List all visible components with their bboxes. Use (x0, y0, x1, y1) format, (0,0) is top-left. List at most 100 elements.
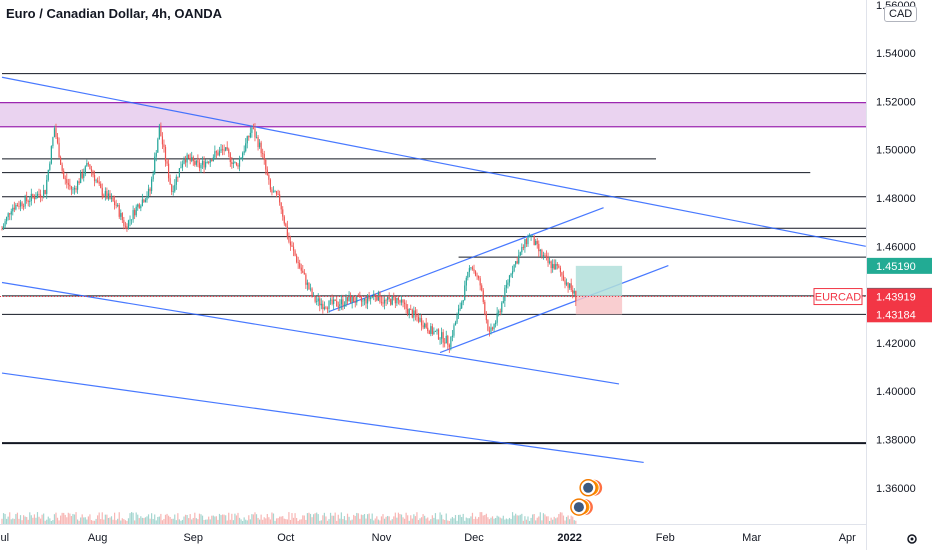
candle-body (9, 213, 11, 215)
economic-event-icon[interactable] (579, 479, 603, 497)
trendline[interactable] (439, 265, 669, 354)
price-tag[interactable]: 1.45190 (867, 257, 932, 274)
candle-body (294, 250, 296, 256)
candle-body (434, 331, 437, 332)
volume-bar (81, 514, 83, 524)
volume-bar (55, 512, 57, 524)
volume-bar (532, 514, 534, 524)
volume-bar (97, 515, 99, 524)
candle-body (536, 240, 538, 244)
trendline[interactable] (1, 281, 620, 385)
volume-bar (191, 519, 193, 524)
position-profit-zone[interactable] (575, 265, 623, 296)
volume-bar (485, 513, 487, 524)
volume-bar (454, 514, 457, 524)
candle-body (501, 302, 503, 313)
volume-bar (272, 513, 275, 524)
position-stop-zone[interactable] (575, 295, 623, 315)
settings-gear-icon[interactable] (905, 532, 919, 546)
candle-body (570, 283, 572, 290)
volume-bar (387, 515, 389, 524)
candle-body (366, 295, 369, 304)
candle-body (328, 300, 330, 309)
candle-body (191, 157, 193, 161)
volume-bar (282, 516, 284, 524)
trendline[interactable] (1, 76, 866, 247)
volume-bar (547, 516, 549, 524)
volume-bar (43, 513, 45, 524)
candle-body (229, 153, 231, 163)
candle-body (368, 295, 370, 300)
volume-bar (171, 518, 173, 524)
volume-bar (567, 515, 569, 524)
candle-body (205, 162, 207, 168)
volume-bar (135, 512, 137, 524)
candle-body (419, 318, 421, 322)
volume-bar (73, 514, 76, 524)
volume-bar (350, 520, 352, 524)
candle-body (448, 344, 450, 348)
volume-bar (211, 515, 213, 524)
resistance-zone[interactable] (0, 102, 866, 127)
candle-body (325, 307, 327, 309)
trendline[interactable] (1, 372, 644, 464)
candle-body (103, 195, 105, 197)
volume-bar (552, 519, 554, 524)
volume-bar (201, 515, 204, 524)
candle-body (468, 268, 470, 272)
price-tag[interactable]: 1.43184 (867, 306, 932, 323)
economic-event-icon[interactable] (570, 498, 593, 516)
candle-body (413, 310, 415, 318)
candle-body (143, 199, 145, 203)
candle-body (218, 150, 221, 156)
candle-body (226, 147, 228, 150)
candle-body (27, 201, 29, 202)
volume-bar (220, 515, 222, 524)
volume-bar (570, 515, 572, 524)
volume-bar (27, 519, 29, 524)
volume-bar (232, 520, 234, 524)
candle-body (10, 211, 12, 215)
volume-bar (181, 519, 184, 524)
volume-bar (107, 517, 110, 524)
volume-bar (382, 514, 384, 524)
candle-body (319, 298, 321, 306)
volume-bar (163, 518, 165, 524)
candle-body (1, 229, 3, 231)
volume-bar (4, 513, 6, 524)
volume-bar (120, 520, 122, 524)
volume-bar (18, 518, 20, 524)
volume-bar (329, 512, 332, 524)
volume-bar (237, 512, 239, 524)
candle-body (323, 307, 325, 310)
volume-bar (323, 512, 325, 524)
candle-body (157, 139, 159, 153)
price-tag-value: 1.45190 (876, 261, 916, 273)
volume-bar (177, 513, 179, 524)
volume-bar (405, 512, 407, 524)
volume-bar (555, 518, 557, 524)
volume-bar (56, 517, 59, 524)
volume-bar (87, 516, 89, 524)
candle-body (521, 247, 523, 253)
price-tag-value: 1.43184 (876, 309, 916, 321)
candle-body (430, 326, 432, 334)
symbol-tag[interactable]: EURCAD (813, 288, 863, 306)
trendline[interactable] (328, 207, 604, 313)
volume-bar (539, 512, 541, 524)
volume-bar (231, 513, 233, 524)
volume-bar (44, 520, 46, 524)
volume-bar (399, 514, 401, 524)
candle-body (265, 159, 267, 170)
candle-body (320, 303, 322, 306)
candle-body (83, 174, 85, 178)
currency-badge[interactable]: CAD (884, 6, 918, 22)
candle-body (132, 210, 134, 220)
volume-bar (9, 512, 11, 524)
volume-bar (478, 517, 480, 524)
candle-body (365, 298, 367, 304)
volume-bar (166, 513, 168, 524)
candle-body (76, 181, 79, 190)
candle-body (64, 178, 66, 180)
